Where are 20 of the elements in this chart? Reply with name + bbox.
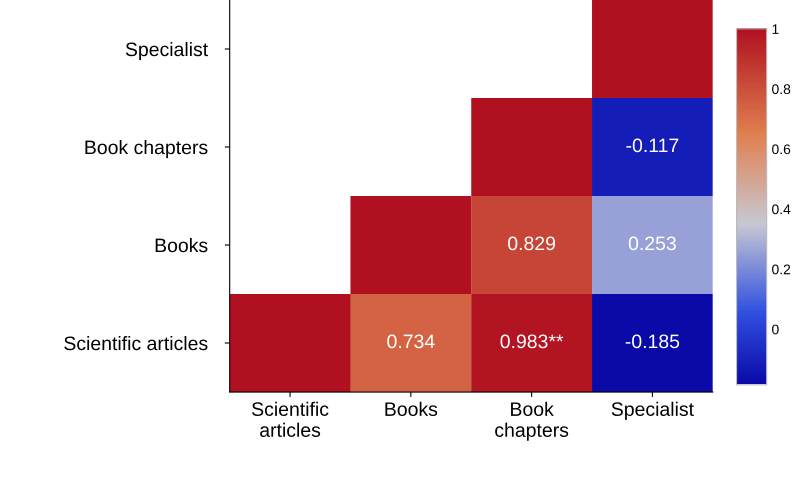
y-tick-label: Specialist <box>126 42 208 60</box>
y-tick-label: Scientific articles <box>64 336 208 350</box>
color-bar-label: 0.6 <box>772 144 790 154</box>
data-label: -0.185 <box>626 334 680 348</box>
y-tick-label: Books <box>156 238 208 252</box>
x-tick-label: Book chapters <box>495 402 568 441</box>
color-bar-label: 1 <box>772 24 779 34</box>
data-label: 0.734 <box>387 334 435 348</box>
y-tick-label: Book chapters <box>85 140 208 158</box>
x-tick-label: Books <box>385 402 438 416</box>
data-label: 0.983** <box>500 334 564 348</box>
data-label: -0.117 <box>626 138 678 152</box>
x-tick-label: Scientific articles <box>252 402 328 437</box>
color-bar-label: 0 <box>772 324 779 334</box>
color-bar-label: 0.2 <box>772 264 790 274</box>
data-label: 0.253 <box>628 236 676 250</box>
data-label: 0.829 <box>508 236 556 250</box>
color-bar-label: 0.4 <box>772 204 790 214</box>
x-tick-label: Specialist <box>612 402 694 420</box>
color-bar-label: 0.8 <box>772 84 790 94</box>
